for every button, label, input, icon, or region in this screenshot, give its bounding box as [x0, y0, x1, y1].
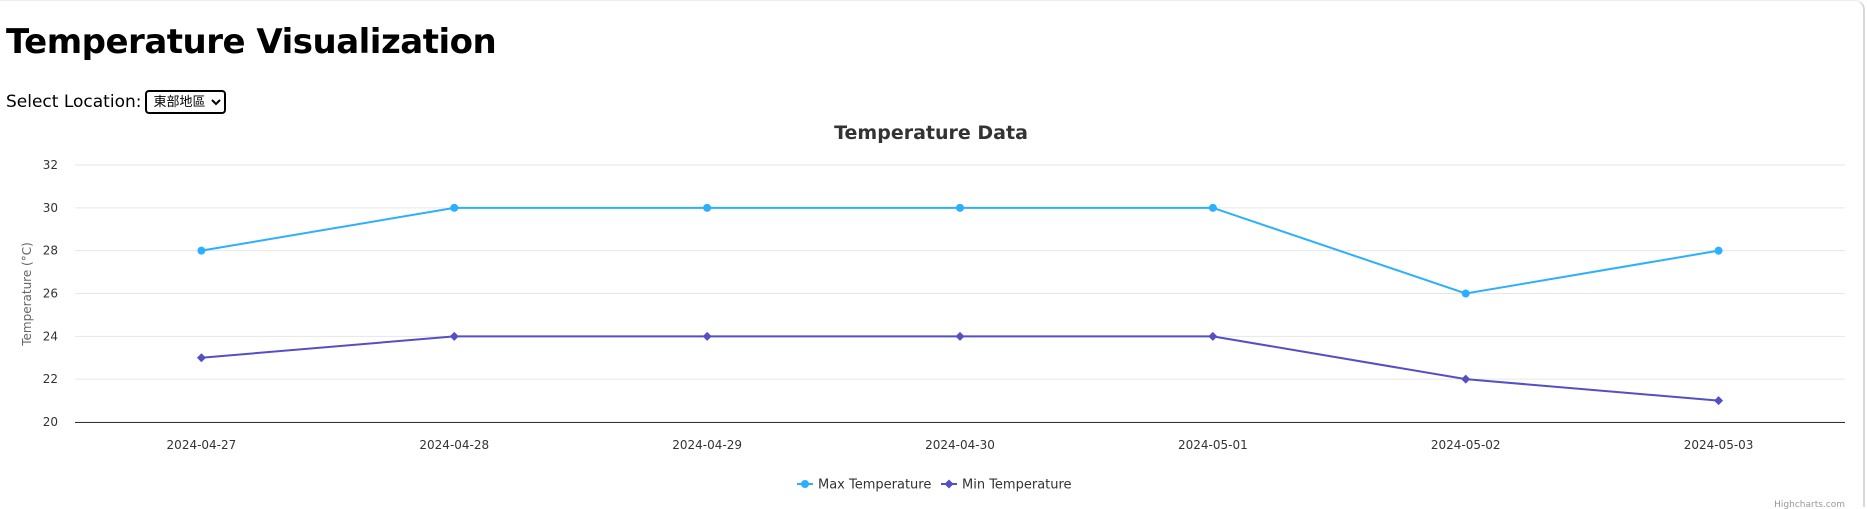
y-axis-title: Temperature (°C): [20, 242, 34, 347]
data-point: [955, 331, 965, 341]
y-axis-ticks: 20 22 24 26 28 30 32: [43, 158, 58, 429]
x-tick-label: 2024-05-03: [1684, 438, 1754, 452]
data-point: [703, 203, 712, 212]
chart-series: [196, 203, 1724, 406]
location-selector-row: Select Location: 東部地區: [6, 90, 227, 114]
data-point: [1208, 331, 1218, 341]
x-tick-label: 2024-04-30: [925, 438, 995, 452]
data-point: [196, 353, 206, 363]
location-label: Select Location:: [6, 92, 142, 112]
data-point: [1714, 396, 1724, 406]
chart-grid: [75, 164, 1845, 423]
temperature-chart: Temperature Data 20 22 24 26 28 30 32 2024-04-…: [20, 122, 1845, 509]
series-max-temperature: [197, 203, 1723, 298]
x-tick-label: 2024-04-27: [167, 438, 237, 452]
legend-item[interactable]: Min Temperature: [941, 478, 1072, 493]
chart-credits[interactable]: Highcharts.com: [1774, 500, 1845, 509]
data-point: [702, 331, 712, 341]
page-title: Temperature Visualization: [6, 22, 497, 62]
y-tick-label: 20: [43, 415, 58, 429]
legend-marker: [944, 479, 954, 489]
legend-item[interactable]: Max Temperature: [797, 478, 931, 493]
data-point: [1208, 203, 1217, 212]
y-tick-label: 24: [43, 329, 58, 343]
y-tick-label: 22: [43, 372, 58, 386]
data-point: [450, 203, 459, 212]
x-axis-ticks: 2024-04-27 2024-04-28 2024-04-29 2024-04-30…: [167, 438, 1754, 452]
data-point: [1461, 289, 1470, 298]
data-point: [449, 331, 459, 341]
data-point: [956, 203, 964, 212]
data-point: [1714, 246, 1723, 255]
y-tick-label: 32: [43, 158, 58, 172]
x-tick-label: 2024-04-28: [419, 438, 489, 452]
x-tick-label: 2024-04-29: [672, 438, 742, 452]
y-tick-label: 30: [43, 201, 58, 215]
y-tick-label: 28: [43, 244, 58, 258]
series-line: [201, 335, 1719, 402]
x-tick-label: 2024-05-02: [1431, 438, 1501, 452]
legend-label: Max Temperature: [818, 478, 931, 493]
data-point: [197, 246, 206, 255]
chart-legend: Max Temperature Min Temperature: [797, 478, 1072, 493]
y-tick-label: 26: [43, 287, 58, 301]
series-min-temperature: [196, 331, 1724, 406]
x-tick-label: 2024-05-01: [1178, 438, 1248, 452]
chart-title: Temperature Data: [834, 122, 1028, 144]
data-point: [1461, 374, 1471, 384]
location-select[interactable]: 東部地區: [145, 90, 227, 114]
legend-marker: [801, 480, 809, 488]
legend-label: Min Temperature: [962, 478, 1072, 493]
